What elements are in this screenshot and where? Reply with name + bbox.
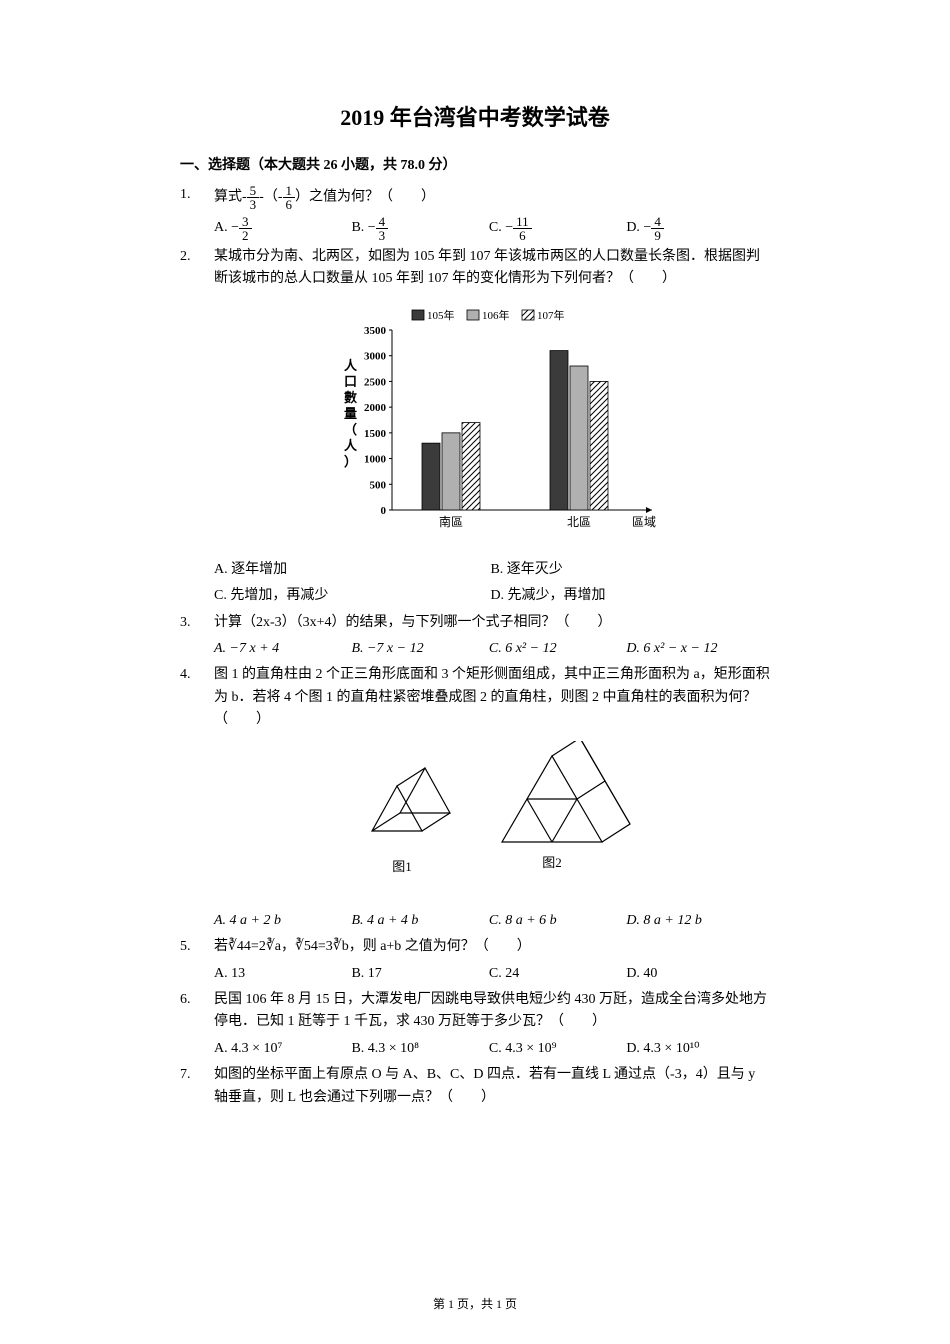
- svg-text:（: （: [344, 422, 357, 437]
- q1-stem-mid: -（-: [259, 189, 282, 204]
- svg-text:北區: 北區: [567, 515, 591, 529]
- question-1: 1. 算式-53-（-16）之值为何？（ ） A. −32 B. −43 C. …: [180, 184, 770, 242]
- q5-opt-c: C. 24: [489, 963, 622, 985]
- q3-body: 计算（2x-3）（3x+4）的结果，与下列哪一个式子相同？（ ） A. −7 x…: [214, 612, 770, 661]
- svg-text:數: 數: [344, 390, 357, 405]
- q4-options: A. 4 a + 2 b B. 4 a + 4 b C. 8 a + 6 b D…: [214, 910, 770, 932]
- svg-text:口: 口: [344, 374, 357, 389]
- q2-opt-b: B. 逐年灭少: [490, 559, 762, 581]
- q6-stem: 民国 106 年 8 月 15 日，大潭发电厂因跳电导致供电短少约 430 万瓩…: [214, 989, 770, 1034]
- svg-text:0: 0: [381, 505, 387, 517]
- q5-body: 若∛44=2∛a，∛54=3∛b，则 a+b 之值为何？（ ） A. 13 B.…: [214, 936, 770, 985]
- q2-stem: 某城市分为南、北两区，如图为 105 年到 107 年该城市两区的人口数量长条图…: [214, 246, 770, 291]
- q1-stem-prefix: 算式-: [214, 189, 247, 204]
- q6-opt-d: D. 4.3 × 10¹⁰: [626, 1038, 759, 1060]
- question-5: 5. 若∛44=2∛a，∛54=3∛b，则 a+b 之值为何？（ ） A. 13…: [180, 936, 770, 985]
- q1-opt-c-frac: 116: [513, 215, 532, 242]
- svg-text:區域: 區域: [632, 515, 656, 529]
- q1-body: 算式-53-（-16）之值为何？（ ） A. −32 B. −43 C. −11…: [214, 184, 770, 242]
- question-6: 6. 民国 106 年 8 月 15 日，大潭发电厂因跳电导致供电短少约 430…: [180, 989, 770, 1060]
- q5-options: A. 13 B. 17 C. 24 D. 40: [214, 963, 770, 985]
- question-7: 7. 如图的坐标平面上有原点 O 与 A、B、C、D 四点．若有一直线 L 通过…: [180, 1064, 770, 1109]
- svg-text:图1: 图1: [392, 859, 412, 874]
- q5-opt-d: D. 40: [626, 963, 759, 985]
- q1-frac1: 53: [247, 184, 260, 211]
- q2-opt-c: C. 先增加，再减少: [214, 585, 486, 607]
- svg-text:1500: 1500: [364, 428, 387, 440]
- q4-opt-b: B. 4 a + 4 b: [351, 910, 484, 932]
- q4-figures: 图1 图2: [214, 741, 770, 899]
- svg-text:人: 人: [344, 438, 358, 453]
- svg-text:500: 500: [370, 480, 387, 492]
- q4-opt-c: C. 8 a + 6 b: [489, 910, 622, 932]
- page-title: 2019 年台湾省中考数学试卷: [180, 100, 770, 135]
- q3-stem: 计算（2x-3）（3x+4）的结果，与下列哪一个式子相同？（ ）: [214, 612, 770, 634]
- q6-opt-b: B. 4.3 × 10⁸: [351, 1038, 484, 1060]
- q3-options: A. −7 x + 4 B. −7 x − 12 C. 6 x² − 12 D.…: [214, 638, 770, 660]
- svg-text:图2: 图2: [542, 855, 562, 870]
- q1-stem-suffix: ）之值为何？（ ）: [295, 189, 435, 204]
- q1-opt-b-frac: 43: [376, 215, 389, 242]
- q6-options: A. 4.3 × 10⁷ B. 4.3 × 10⁸ C. 4.3 × 10⁹ D…: [214, 1038, 770, 1060]
- q3-opt-b: B. −7 x − 12: [351, 638, 484, 660]
- q5-num: 5.: [180, 936, 210, 985]
- q2-opt-d: D. 先减少，再增加: [490, 585, 762, 607]
- q5-stem: 若∛44=2∛a，∛54=3∛b，则 a+b 之值为何？（ ）: [214, 936, 770, 958]
- q4-stem: 图 1 的直角柱由 2 个正三角形底面和 3 个矩形侧面组成，其中正三角形面积为…: [214, 664, 770, 731]
- q5-opt-b: B. 17: [351, 963, 484, 985]
- question-4: 4. 图 1 的直角柱由 2 个正三角形底面和 3 个矩形侧面组成，其中正三角形…: [180, 664, 770, 932]
- q2-body: 某城市分为南、北两区，如图为 105 年到 107 年该城市两区的人口数量长条图…: [214, 246, 770, 608]
- q5-opt-a: A. 13: [214, 963, 347, 985]
- page-footer: 第 1 页，共 1 页: [0, 1295, 950, 1314]
- q7-num: 7.: [180, 1064, 210, 1109]
- svg-text:106年: 106年: [482, 308, 510, 322]
- svg-text:2500: 2500: [364, 377, 387, 389]
- q6-body: 民国 106 年 8 月 15 日，大潭发电厂因跳电导致供电短少约 430 万瓩…: [214, 989, 770, 1060]
- question-2: 2. 某城市分为南、北两区，如图为 105 年到 107 年该城市两区的人口数量…: [180, 246, 770, 608]
- q2-opt-a: A. 逐年增加: [214, 559, 486, 581]
- svg-text:量: 量: [344, 406, 357, 421]
- q1-opt-b: B. −43: [351, 215, 484, 242]
- q3-num: 3.: [180, 612, 210, 661]
- q1-opt-d-frac: 49: [651, 215, 664, 242]
- q2-bar-chart-svg: 105年 106年 107年 0 500 1000 1500 2000 2500 3000 3500…: [322, 300, 662, 540]
- q6-opt-c: C. 4.3 × 10⁹: [489, 1038, 622, 1060]
- q1-opt-d: D. −49: [626, 215, 759, 242]
- q4-num: 4.: [180, 664, 210, 932]
- q6-opt-a: A. 4.3 × 10⁷: [214, 1038, 347, 1060]
- svg-text:3000: 3000: [364, 351, 387, 363]
- q1-num: 1.: [180, 184, 210, 242]
- q3-opt-a: A. −7 x + 4: [214, 638, 347, 660]
- q2-options: A. 逐年增加 B. 逐年灭少 C. 先增加，再减少 D. 先减少，再增加: [214, 559, 770, 608]
- q3-opt-c: C. 6 x² − 12: [489, 638, 622, 660]
- q6-num: 6.: [180, 989, 210, 1060]
- q4-opt-a: A. 4 a + 2 b: [214, 910, 347, 932]
- svg-text:2000: 2000: [364, 403, 387, 415]
- svg-text:107年: 107年: [537, 308, 565, 322]
- svg-text:1000: 1000: [364, 454, 387, 466]
- q3-opt-d: D. 6 x² − x − 12: [626, 638, 759, 660]
- svg-text:）: ）: [344, 454, 357, 469]
- q2-chart: 105年 106年 107年 0 500 1000 1500 2000 2500 3000 3500…: [214, 300, 770, 548]
- q4-prism-svg: 图1 图2: [342, 741, 642, 891]
- svg-text:3500: 3500: [364, 325, 387, 337]
- q1-opt-a: A. −32: [214, 215, 347, 242]
- q1-stem: 算式-53-（-16）之值为何？（ ）: [214, 184, 770, 211]
- q4-opt-d: D. 8 a + 12 b: [626, 910, 759, 932]
- q1-frac2: 16: [283, 184, 296, 211]
- question-3: 3. 计算（2x-3）（3x+4）的结果，与下列哪一个式子相同？（ ） A. −…: [180, 612, 770, 661]
- q2-num: 2.: [180, 246, 210, 608]
- q7-stem: 如图的坐标平面上有原点 O 与 A、B、C、D 四点．若有一直线 L 通过点（-…: [214, 1064, 770, 1109]
- q1-opt-c: C. −116: [489, 215, 622, 242]
- q4-body: 图 1 的直角柱由 2 个正三角形底面和 3 个矩形侧面组成，其中正三角形面积为…: [214, 664, 770, 932]
- q1-options: A. −32 B. −43 C. −116 D. −49: [214, 215, 770, 242]
- section-header: 一、选择题（本大题共 26 小题，共 78.0 分）: [180, 155, 770, 177]
- svg-text:105年: 105年: [427, 308, 455, 322]
- svg-text:南區: 南區: [439, 514, 463, 529]
- q1-opt-a-frac: 32: [239, 215, 252, 242]
- q7-body: 如图的坐标平面上有原点 O 与 A、B、C、D 四点．若有一直线 L 通过点（-…: [214, 1064, 770, 1109]
- svg-text:人: 人: [344, 358, 358, 373]
